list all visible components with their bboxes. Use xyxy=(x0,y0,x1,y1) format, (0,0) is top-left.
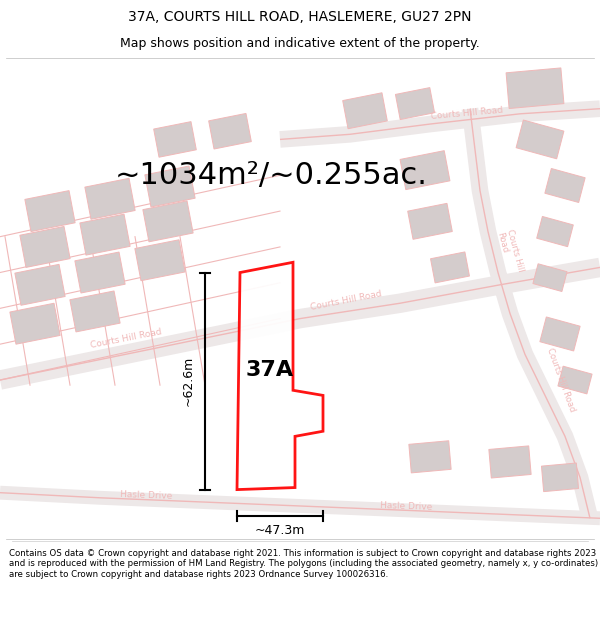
Text: Courts Hill Road: Courts Hill Road xyxy=(90,328,163,351)
Polygon shape xyxy=(343,92,388,129)
Polygon shape xyxy=(143,201,193,242)
Polygon shape xyxy=(75,252,125,293)
Polygon shape xyxy=(407,203,452,239)
Text: Courts Hill Road: Courts Hill Road xyxy=(310,289,383,311)
Polygon shape xyxy=(209,114,251,149)
Polygon shape xyxy=(409,441,451,473)
Polygon shape xyxy=(70,291,120,332)
Polygon shape xyxy=(85,178,135,219)
Polygon shape xyxy=(489,446,531,478)
Text: Hasle Drive: Hasle Drive xyxy=(380,501,433,511)
Polygon shape xyxy=(20,226,70,268)
Polygon shape xyxy=(25,191,75,232)
Text: Courts Hill Road: Courts Hill Road xyxy=(430,106,503,121)
Text: Hasle Drive: Hasle Drive xyxy=(120,491,173,501)
Polygon shape xyxy=(533,264,567,291)
Polygon shape xyxy=(10,303,60,344)
Polygon shape xyxy=(80,214,130,255)
Text: Courts Hill Road: Courts Hill Road xyxy=(545,347,577,413)
Text: 37A: 37A xyxy=(246,360,294,380)
Text: 37A, COURTS HILL ROAD, HASLEMERE, GU27 2PN: 37A, COURTS HILL ROAD, HASLEMERE, GU27 2… xyxy=(128,10,472,24)
Polygon shape xyxy=(516,120,564,159)
Polygon shape xyxy=(135,240,185,281)
Polygon shape xyxy=(541,463,578,492)
Polygon shape xyxy=(145,166,195,207)
Text: Contains OS data © Crown copyright and database right 2021. This information is : Contains OS data © Crown copyright and d… xyxy=(9,549,598,579)
Text: ~62.6m: ~62.6m xyxy=(182,356,195,406)
Polygon shape xyxy=(506,68,564,109)
Polygon shape xyxy=(237,262,323,489)
Text: Map shows position and indicative extent of the property.: Map shows position and indicative extent… xyxy=(120,37,480,49)
Polygon shape xyxy=(395,88,434,119)
Polygon shape xyxy=(400,151,450,189)
Text: Courts Hill
Road: Courts Hill Road xyxy=(495,229,525,276)
Polygon shape xyxy=(431,252,469,283)
Polygon shape xyxy=(154,122,196,158)
Text: ~1034m²/~0.255ac.: ~1034m²/~0.255ac. xyxy=(115,161,428,190)
Polygon shape xyxy=(545,169,585,202)
Polygon shape xyxy=(540,317,580,351)
Polygon shape xyxy=(15,264,65,305)
Polygon shape xyxy=(558,366,592,394)
Polygon shape xyxy=(536,216,574,247)
Text: ~47.3m: ~47.3m xyxy=(255,524,305,538)
